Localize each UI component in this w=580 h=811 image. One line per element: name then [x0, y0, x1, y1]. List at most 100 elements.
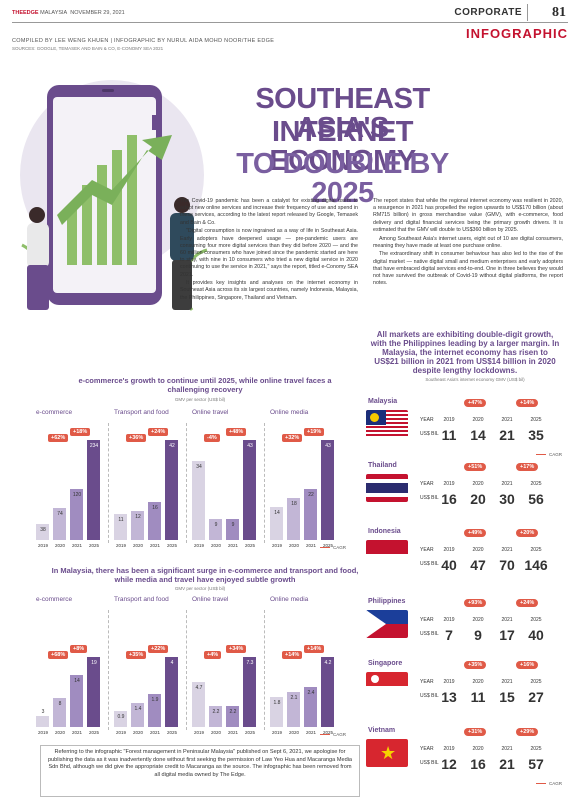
- country-value: 11: [470, 689, 486, 705]
- bar-value-label: 34: [196, 463, 202, 470]
- bar-value-label: 14: [74, 678, 80, 685]
- flag-icon: [366, 540, 408, 568]
- cagr-pill: +14%: [516, 399, 539, 407]
- country-name: Indonesia: [368, 528, 401, 535]
- chart-bar: [270, 507, 283, 540]
- bar-value-label: 2.2: [229, 708, 237, 715]
- paragraph: "Digital consumption is now ingrained as…: [180, 228, 358, 278]
- year-tick-label: 2019: [37, 543, 48, 548]
- headline-line-3: TO DOUBLE BY 2025: [236, 148, 449, 209]
- country-value: 15: [499, 689, 515, 705]
- bar-value-label: 4.2: [324, 660, 332, 666]
- year-label: 2020: [472, 617, 484, 623]
- chart-bar: [192, 681, 205, 727]
- flag-stripe: [366, 414, 408, 416]
- cagr-bubble: +4%: [204, 651, 222, 659]
- sector-panel: Online media 14 2019 18 2020 22 2021 43 2025 +32%…: [264, 405, 342, 555]
- flag-star: ★: [380, 743, 397, 763]
- year-label: 2025: [530, 547, 542, 553]
- legend-label: CAGR: [548, 781, 562, 786]
- chart-bar: [114, 711, 127, 727]
- unit-row-label: US$ BIL: [420, 760, 439, 766]
- paragraph: Among Southeast Asia's internet users, e…: [373, 235, 563, 249]
- chart-bar: [209, 705, 222, 727]
- flag-stripe: [366, 426, 408, 428]
- cagr-bubble: +36%: [126, 434, 147, 442]
- cagr-bubble: -4%: [204, 434, 220, 442]
- chart-bar: [70, 488, 83, 540]
- country-value: 30: [499, 491, 515, 507]
- sector-panel: e-commerce 38 2019 74 2020 120 2021 234 2025 +62%…: [30, 405, 108, 555]
- year-tick-label: 2025: [322, 543, 333, 548]
- flag-crescent: [371, 675, 379, 683]
- year-label: 2020: [472, 417, 484, 423]
- paragraph: The Covid-19 pandemic has been a catalys…: [180, 198, 358, 226]
- country-panel: Malaysia YEAR US$ BIL 2019 11 2020 14 2021 21 202…: [366, 398, 566, 460]
- panel-divider: [108, 423, 110, 543]
- year-row-label: YEAR: [420, 746, 434, 752]
- chart-bar: [36, 523, 49, 540]
- sector-panel: e-commerce 3 2019 8 2020 14 2021 19 2025 +68% +8%: [30, 592, 108, 742]
- country-value: 27: [528, 689, 544, 705]
- cagr-bubble: +32%: [282, 434, 303, 442]
- country-panel: Thailand YEAR US$ BIL 2019 16 2020 20 2021 30 202…: [366, 462, 566, 524]
- malaysia-sector-chart: e-commerce 3 2019 8 2020 14 2021 19 2025 +68% +8% T…: [30, 592, 350, 742]
- year-label: 2025: [530, 746, 542, 752]
- country-value: 12: [441, 756, 457, 772]
- cagr-legend: CAGR: [535, 452, 562, 457]
- bar-value-label: 4: [170, 660, 174, 666]
- year-label: 2021: [501, 679, 513, 685]
- flag-stripe: [366, 483, 408, 493]
- chart-bar: [53, 697, 66, 727]
- bar-value-label: 2.2: [212, 708, 220, 715]
- year-tick-label: 2021: [227, 543, 238, 548]
- cagr-pill: +29%: [516, 728, 539, 736]
- cagr-pill: +51%: [464, 463, 487, 471]
- paragraph: The report states that while the regiona…: [373, 198, 563, 233]
- chart-bar: [87, 657, 100, 727]
- chart-bar: [243, 657, 256, 727]
- year-row-label: YEAR: [420, 417, 434, 423]
- markets-headline: All markets are exhibiting double-digit …: [370, 330, 560, 375]
- country-value: 17: [499, 627, 515, 643]
- chart-bar: [226, 519, 239, 540]
- bar-value-label: 22: [308, 491, 314, 498]
- year-label: 2021: [501, 547, 513, 553]
- bar-value-label: 7.3: [246, 660, 254, 666]
- flag-icon: [366, 610, 408, 638]
- chart-bar: [114, 513, 127, 540]
- bar-value-label: 1.9: [151, 696, 159, 703]
- flag-icon: [366, 410, 408, 438]
- country-value: 47: [470, 557, 486, 573]
- year-tick-label: 2021: [149, 730, 160, 735]
- year-tick-label: 2025: [88, 543, 99, 548]
- year-row-label: YEAR: [420, 679, 434, 685]
- chart-bar: [287, 692, 300, 727]
- country-value: 57: [528, 756, 544, 772]
- sector-label: e-commerce: [36, 409, 73, 416]
- year-label: 2025: [530, 679, 542, 685]
- year-tick-label: 2019: [271, 543, 282, 548]
- year-tick-label: 2025: [244, 543, 255, 548]
- bar-value-label: 19: [91, 660, 97, 666]
- malaysia-chart-title: In Malaysia, there has been a significan…: [51, 566, 359, 584]
- cagr-legend: CAGR: [535, 781, 562, 786]
- year-label: 2025: [530, 481, 542, 487]
- cagr-bubble: +8%: [70, 645, 88, 653]
- panel-divider: [186, 423, 188, 543]
- country-value: 21: [499, 756, 515, 772]
- unit-row-label: US$ BIL: [420, 495, 439, 501]
- masthead: THEEDGE MALAYSIA NOVEMBER 29, 2021: [12, 10, 125, 16]
- flag-icon: [366, 672, 408, 700]
- legend-label: CAGR: [548, 452, 562, 457]
- bar-value-label: 9: [214, 522, 218, 529]
- year-label: 2020: [472, 481, 484, 487]
- cagr-bubble: +48%: [226, 428, 247, 436]
- country-value: 70: [499, 557, 515, 573]
- year-tick-label: 2019: [115, 730, 126, 735]
- year-label: 2021: [501, 417, 513, 423]
- infographic-label: INFOGRAPHIC: [466, 26, 568, 41]
- sector-label: e-commerce: [36, 596, 73, 603]
- sector-label: Online travel: [192, 596, 229, 603]
